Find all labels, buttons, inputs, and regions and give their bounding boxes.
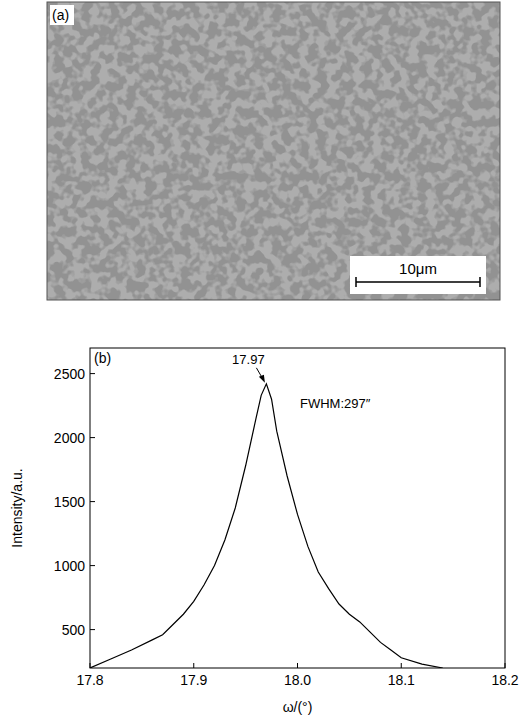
x-axis-title: ω/(°): [283, 699, 313, 715]
y-tick: [90, 629, 95, 630]
y-axis-title: Intensity/a.u.: [9, 468, 25, 547]
x-tick: [193, 663, 194, 668]
y-tick-label: 1000: [54, 558, 85, 574]
figure: (a) 10μm 17.8 17.9 18.0 18.1 18.2 500 1000 1500 20…: [0, 0, 527, 722]
x-tick: [297, 663, 298, 668]
x-tick-label: 18.0: [284, 672, 311, 688]
x-tick-label: 17.9: [180, 672, 207, 688]
scale-bar-label: 10μm: [399, 260, 437, 277]
y-tick-label: 500: [62, 622, 86, 638]
plot-frame: [90, 348, 505, 668]
micrograph-ground: [47, 2, 500, 300]
micrograph-border: [47, 2, 500, 300]
plot-area: [90, 384, 443, 668]
y-tick: [90, 501, 95, 502]
y-tick: [90, 565, 95, 566]
rocking-curve: [90, 384, 443, 668]
x-tick: [505, 663, 506, 668]
scale-bar-box: [350, 256, 486, 294]
x-tick: [401, 663, 402, 668]
y-tick-label: 2500: [54, 366, 85, 382]
scale-bar: [356, 277, 480, 287]
peak-label: 17.97: [232, 352, 265, 367]
peak-arrowhead: [259, 375, 265, 383]
label-box: [50, 5, 74, 25]
fwhm-label: FWHM:297″: [300, 396, 371, 411]
x-tick-label: 18.1: [388, 672, 415, 688]
y-tick-label: 2000: [54, 430, 85, 446]
y-tick-label: 1500: [54, 494, 85, 510]
panel-label: (a): [52, 7, 69, 23]
micrograph-texture: [47, 2, 500, 300]
x-tick-label: 17.8: [76, 672, 103, 688]
y-tick: [90, 437, 95, 438]
y-tick: [90, 373, 95, 374]
panel-label: (b): [94, 350, 111, 366]
x-tick-label: 18.2: [491, 672, 518, 688]
